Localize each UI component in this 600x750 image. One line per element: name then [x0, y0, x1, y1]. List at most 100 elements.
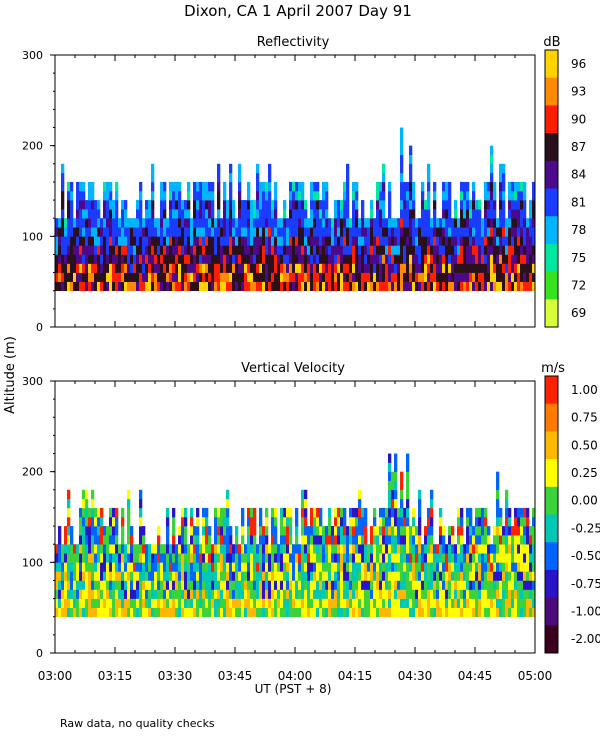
heatmap-cell [103, 607, 107, 618]
heatmap-cell [286, 507, 290, 518]
heatmap-cell [85, 227, 89, 237]
heatmap-cell [172, 553, 176, 563]
heatmap-cell [469, 580, 473, 590]
heatmap-cell [262, 589, 266, 599]
heatmap-cell [433, 218, 437, 228]
heatmap-cell [451, 580, 455, 590]
heatmap-cell [418, 281, 422, 292]
heatmap-cell [148, 571, 152, 581]
heatmap-cell [511, 535, 515, 545]
heatmap-cell [94, 517, 98, 527]
heatmap-cell [520, 607, 524, 618]
heatmap-cell [523, 227, 527, 237]
heatmap-cell [64, 562, 68, 572]
heatmap-cell [67, 191, 71, 201]
heatmap-cell [304, 200, 308, 210]
heatmap-cell [523, 517, 527, 527]
heatmap-cell [415, 562, 419, 572]
heatmap-cell [136, 245, 140, 255]
heatmap-cell [481, 263, 485, 273]
heatmap-cell [499, 507, 503, 518]
heatmap-cell [211, 254, 215, 264]
heatmap-cell [247, 517, 251, 527]
heatmap-cell [448, 227, 452, 237]
heatmap-cell [64, 236, 68, 246]
heatmap-cell [202, 281, 206, 292]
heatmap-cell [169, 227, 173, 237]
heatmap-cell [85, 526, 89, 536]
heatmap-cell [67, 580, 71, 590]
heatmap-cell [403, 227, 407, 237]
heatmap-cell [388, 236, 392, 246]
heatmap-cell [358, 562, 362, 572]
heatmap-cell [502, 263, 506, 273]
heatmap-cell [157, 272, 161, 282]
heatmap-cell [322, 236, 326, 246]
heatmap-cell [388, 263, 392, 273]
heatmap-cell [271, 272, 275, 282]
heatmap-cell [412, 526, 416, 536]
heatmap-cell [274, 200, 278, 210]
heatmap-cell [295, 535, 299, 545]
heatmap-cell [487, 272, 491, 282]
heatmap-cell [223, 535, 227, 545]
heatmap-cell [337, 544, 341, 554]
heatmap-cell [196, 535, 200, 545]
heatmap-cell [490, 571, 494, 581]
heatmap-cell [475, 281, 479, 292]
heatmap-cell [517, 553, 521, 563]
heatmap-cell [265, 181, 269, 192]
heatmap-cell [424, 263, 428, 273]
heatmap-cell [220, 544, 224, 554]
heatmap-cell [523, 589, 527, 599]
heatmap-cell [304, 218, 308, 228]
heatmap-cell [355, 526, 359, 536]
heatmap-cell [181, 507, 185, 518]
heatmap-cell [430, 245, 434, 255]
heatmap-cell [205, 544, 209, 554]
y-tick-label: 200 [22, 140, 43, 153]
heatmap-cell [139, 489, 143, 500]
heatmap-cell [361, 598, 365, 608]
heatmap-cell [292, 191, 296, 201]
heatmap-cell [274, 191, 278, 201]
heatmap-cell [403, 209, 407, 219]
x-axis-label: UT (PST + 8) [255, 682, 332, 696]
heatmap-cell [307, 254, 311, 264]
heatmap-cell [283, 263, 287, 273]
heatmap-cell [436, 571, 440, 581]
heatmap-cell [118, 571, 122, 581]
heatmap-cell [127, 236, 131, 246]
heatmap-cell [259, 517, 263, 527]
heatmap-cell [67, 535, 71, 545]
heatmap-cell [406, 544, 410, 554]
heatmap-cell [340, 598, 344, 608]
heatmap-cell [157, 218, 161, 228]
heatmap-cell [514, 562, 518, 572]
heatmap-cell [94, 589, 98, 599]
heatmap-cell [433, 191, 437, 201]
heatmap-cell [67, 209, 71, 219]
heatmap-cell [142, 598, 146, 608]
heatmap-cell [73, 281, 77, 292]
heatmap-cell [205, 218, 209, 228]
heatmap-cell [427, 607, 431, 618]
heatmap-cell [310, 562, 314, 572]
heatmap-cell [193, 254, 197, 264]
heatmap-cell [394, 227, 398, 237]
heatmap-cell [106, 544, 110, 554]
heatmap-cell [187, 181, 191, 192]
heatmap-cell [196, 580, 200, 590]
heatmap-cell [448, 209, 452, 219]
colorbar-segment [545, 514, 558, 543]
y-tick-label: 300 [22, 375, 43, 388]
heatmap-cell [394, 263, 398, 273]
heatmap-cell [298, 598, 302, 608]
heatmap-cell [289, 263, 293, 273]
heatmap-cell [124, 562, 128, 572]
heatmap-cell [160, 562, 164, 572]
heatmap-cell [76, 553, 80, 563]
heatmap-cell [352, 571, 356, 581]
heatmap-cell [112, 553, 116, 563]
heatmap-cell [229, 254, 233, 264]
